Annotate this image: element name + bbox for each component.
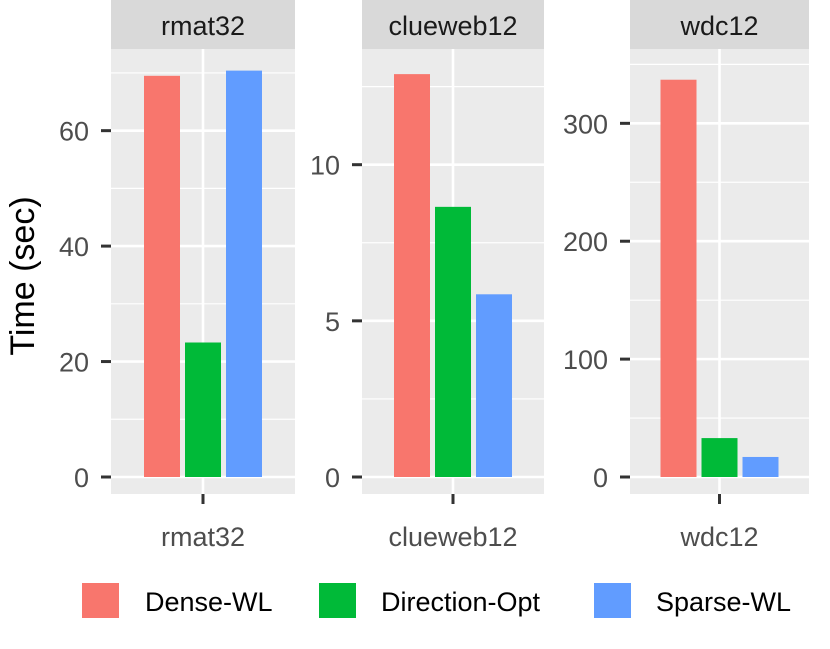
x-tick-label: wdc12 bbox=[679, 522, 758, 552]
bar-clueweb12-dense-wl bbox=[394, 74, 430, 478]
legend-item-dense-wl: Dense-WL bbox=[82, 583, 273, 618]
y-tick-label: 0 bbox=[325, 463, 340, 493]
y-tick-label: 0 bbox=[74, 463, 89, 493]
bar-clueweb12-sparse-wl bbox=[476, 294, 512, 477]
legend-key bbox=[82, 583, 119, 618]
legend: Dense-WL Direction-Opt Sparse-WL bbox=[82, 583, 791, 618]
facets: rmat320204060rmat32clueweb120510clueweb1… bbox=[59, 0, 809, 552]
facet-strip bbox=[630, 0, 809, 49]
y-tick-label: 0 bbox=[593, 463, 608, 493]
legend-item-direction-opt: Direction-Opt bbox=[319, 583, 541, 618]
facet-clueweb12: clueweb12 0 5 10 clueweb12 bbox=[310, 0, 544, 552]
bar-rmat32-dense-wl bbox=[144, 75, 180, 478]
facet-title: wdc12 bbox=[679, 11, 758, 41]
y-tick-label: 100 bbox=[563, 345, 608, 375]
y-tick-label: 60 bbox=[59, 117, 89, 147]
facet-strip bbox=[362, 0, 544, 49]
bar-rmat32-direction-opt bbox=[185, 342, 221, 477]
x-tick-label: rmat32 bbox=[161, 522, 245, 552]
facet-wdc12: wdc12 0 100 200 300 wdc12 bbox=[563, 0, 809, 552]
bar-wdc12-direction-opt bbox=[701, 438, 738, 477]
y-tick-label: 300 bbox=[563, 109, 608, 139]
legend-key bbox=[594, 583, 631, 618]
bar-wdc12-dense-wl bbox=[660, 79, 697, 477]
bar-wdc12-sparse-wl bbox=[742, 456, 779, 477]
y-tick-label: 5 bbox=[325, 307, 340, 337]
y-tick-label: 20 bbox=[59, 348, 89, 378]
facet-title: clueweb12 bbox=[388, 11, 517, 41]
facet-strip bbox=[111, 0, 295, 49]
y-tick-label: 200 bbox=[563, 227, 608, 257]
y-axis-title: Time (sec) bbox=[4, 196, 42, 355]
legend-key bbox=[319, 583, 356, 618]
x-tick-label: clueweb12 bbox=[388, 522, 517, 552]
y-tick-label: 40 bbox=[59, 232, 89, 262]
y-tick-label: 10 bbox=[310, 151, 340, 181]
facet-rmat32: rmat32 0 20 40 60 rmat32 bbox=[59, 0, 295, 552]
facet-title: rmat32 bbox=[161, 11, 245, 41]
legend-label: Direction-Opt bbox=[381, 587, 541, 617]
bar-clueweb12-direction-opt bbox=[435, 206, 471, 477]
legend-label: Sparse-WL bbox=[656, 587, 791, 617]
legend-label: Dense-WL bbox=[145, 587, 273, 617]
legend-item-sparse-wl: Sparse-WL bbox=[594, 583, 791, 618]
bar-rmat32-sparse-wl bbox=[226, 70, 262, 477]
